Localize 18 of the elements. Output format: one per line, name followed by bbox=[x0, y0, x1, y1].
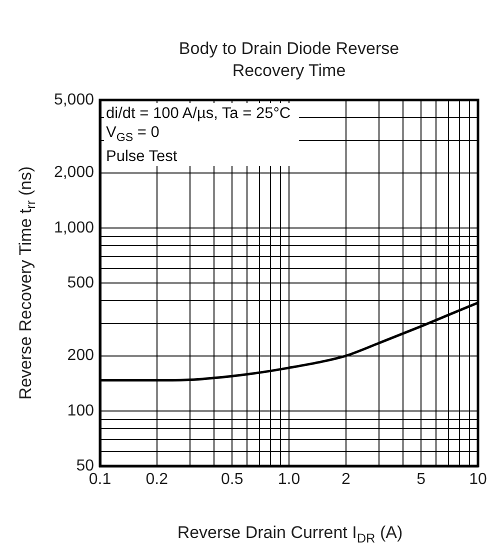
x-tick-label: 5 bbox=[416, 471, 426, 488]
x-tick-label: 1.0 bbox=[278, 471, 300, 488]
y-tick-label: 2,000 bbox=[54, 164, 94, 182]
x-tick-label: 10 bbox=[469, 471, 487, 488]
annotation: Pulse Test bbox=[106, 147, 182, 166]
annotation: di/dt = 100 A/µs, Ta = 25°C bbox=[106, 104, 295, 123]
x-tick-label: 2 bbox=[341, 471, 350, 488]
y-tick-label: 1,000 bbox=[54, 219, 94, 236]
x-tick-label: 0.2 bbox=[146, 471, 168, 488]
y-tick-label: 500 bbox=[67, 274, 94, 292]
y-tick-label: 5,000 bbox=[54, 91, 94, 108]
y-tick-label: 100 bbox=[67, 402, 94, 420]
x-tick-label: 0.5 bbox=[220, 471, 244, 488]
chart-title: Body to Drain Diode Reverse Recovery Time bbox=[178, 38, 400, 82]
x-axis-title: Reverse Drain Current I$_{DR}$ (A) bbox=[176, 523, 404, 546]
y-tick-label: 200 bbox=[67, 347, 94, 364]
annotation: V$_{GS}$ = 0 bbox=[106, 123, 164, 148]
x-tick-label: 0.1 bbox=[88, 471, 112, 488]
